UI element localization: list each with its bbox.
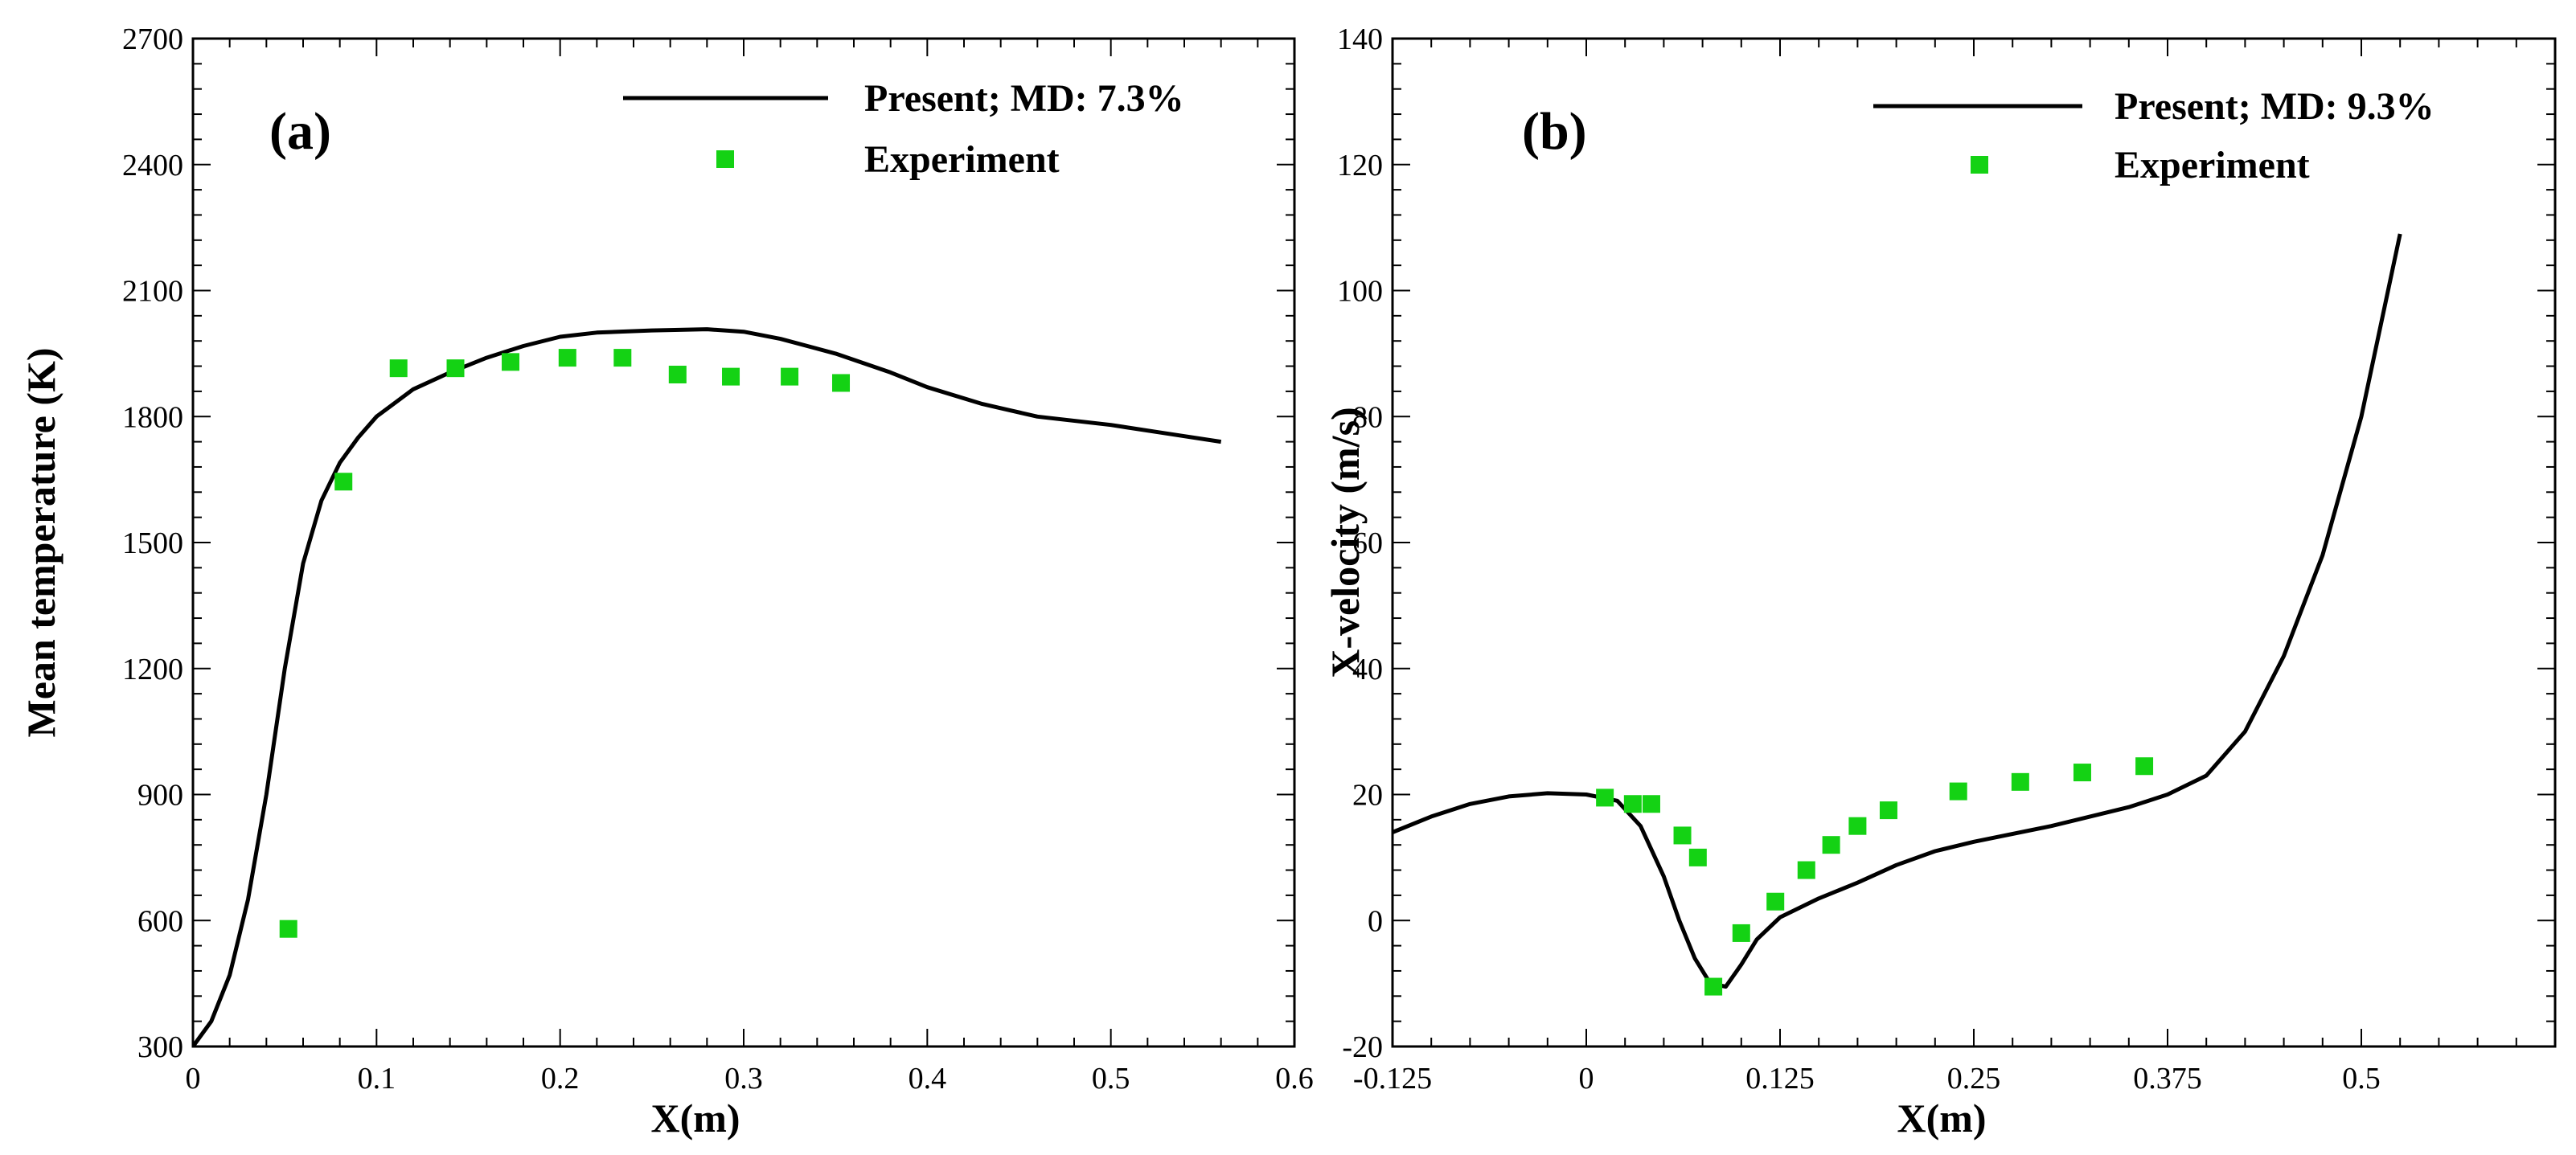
panel-label: (a) xyxy=(269,102,331,161)
plot-frame xyxy=(191,37,1296,1048)
series-line-present xyxy=(193,327,1222,1046)
experiment-point xyxy=(502,353,520,371)
x-tick-label: 0.1 xyxy=(358,1062,396,1096)
x-tick-label: 0.3 xyxy=(724,1062,763,1096)
experiment-point xyxy=(613,349,632,367)
y-tick-label: 900 xyxy=(137,779,183,813)
x-tick-label: 0.375 xyxy=(2133,1062,2202,1096)
chart-panel-a: 300 600 900 1200 1500 1800 2100 2400 2700 0 0.1 0.2… xyxy=(18,23,1314,1141)
experiment-point xyxy=(2135,757,2154,776)
x-tick-label: 0.6 xyxy=(1275,1062,1314,1096)
y-tick-label: 80 xyxy=(1352,400,1383,434)
y-tick-label: 1800 xyxy=(122,400,183,434)
experiment-point xyxy=(1673,826,1692,845)
legend-label-experiment: Experiment xyxy=(864,138,1060,181)
x-tick-label: 0.25 xyxy=(1947,1062,2001,1096)
y-tick-label: -20 xyxy=(1342,1030,1383,1064)
experiment-point xyxy=(832,374,851,392)
y-tick-label: 40 xyxy=(1352,653,1383,686)
experiment-point xyxy=(1732,924,1750,942)
x-tick-label: 0.2 xyxy=(541,1062,580,1096)
experiment-point xyxy=(1848,817,1867,835)
x-tick-label: 0.125 xyxy=(1745,1062,1815,1096)
y-axis-label: X-velocity (m/s) xyxy=(1323,407,1368,678)
legend-label-present: Present; MD: 7.3% xyxy=(864,77,1184,120)
y-tick-label: 2700 xyxy=(122,23,183,56)
legend-label-experiment: Experiment xyxy=(2115,144,2310,186)
experiment-point xyxy=(1766,892,1785,911)
x-tick-label: 0.4 xyxy=(909,1062,947,1096)
experiment-point xyxy=(1596,788,1614,807)
y-tick-label: 600 xyxy=(137,904,183,938)
plot-frame xyxy=(1391,37,2557,1048)
y-tick-label: 2100 xyxy=(122,275,183,309)
y-tick-label: 1200 xyxy=(122,653,183,686)
y-tick-label: 1500 xyxy=(122,526,183,560)
y-tick-label: 0 xyxy=(1368,904,1383,938)
legend-label-present: Present; MD: 9.3% xyxy=(2115,85,2434,128)
x-tick-label: 0 xyxy=(1579,1062,1594,1096)
experiment-point xyxy=(1688,848,1707,866)
y-tick-label: 2400 xyxy=(122,149,183,182)
experiment-point xyxy=(1822,836,1840,854)
x-tick-label: 0.5 xyxy=(2342,1062,2381,1096)
x-tick-label: -0.125 xyxy=(1353,1062,1432,1096)
y-tick-label: 300 xyxy=(137,1030,183,1064)
experiment-point xyxy=(558,349,576,367)
y-tick-label: 100 xyxy=(1337,275,1383,309)
experiment-point xyxy=(2011,772,2029,791)
plot-area xyxy=(193,327,1222,1046)
experiment-point xyxy=(1949,782,1967,801)
experiment-point xyxy=(722,367,740,386)
y-tick-label: 60 xyxy=(1352,526,1383,560)
y-tick-label: 120 xyxy=(1337,149,1383,182)
experiment-point xyxy=(781,367,799,386)
y-tick-label: 140 xyxy=(1337,23,1383,56)
x-tick-label: 0 xyxy=(186,1062,201,1096)
experiment-point xyxy=(446,359,465,378)
experiment-point xyxy=(2073,764,2091,782)
experiment-point xyxy=(1797,861,1815,879)
x-axis-label: X(m) xyxy=(1897,1096,1986,1141)
experiment-point xyxy=(1642,795,1660,813)
x-axis-label: X(m) xyxy=(650,1096,740,1141)
experiment-point xyxy=(1623,795,1642,813)
experiment-point xyxy=(279,919,297,938)
experiment-point xyxy=(668,366,687,383)
legend-marker-experiment xyxy=(716,150,734,168)
y-tick-label: 20 xyxy=(1352,779,1383,813)
experiment-point xyxy=(1879,801,1897,820)
plot-area xyxy=(1393,233,2402,996)
experiment-point xyxy=(389,359,408,378)
legend: Present; MD: 7.3% Experiment xyxy=(623,77,1184,181)
legend: Present; MD: 9.3% Experiment xyxy=(1873,85,2434,186)
experiment-point xyxy=(1704,977,1723,996)
experiment-point xyxy=(334,473,353,491)
series-line-present xyxy=(1393,233,2402,989)
x-tick-label: 0.5 xyxy=(1092,1062,1130,1096)
panel-label: (b) xyxy=(1522,102,1587,161)
y-axis-label: Mean temperature (K) xyxy=(18,347,64,737)
chart-panel-b: -20 0 20 40 60 80 100 120 140 -0.125 0 0.125 0.25 0.3… xyxy=(1323,23,2557,1141)
legend-marker-experiment xyxy=(1971,156,1988,174)
